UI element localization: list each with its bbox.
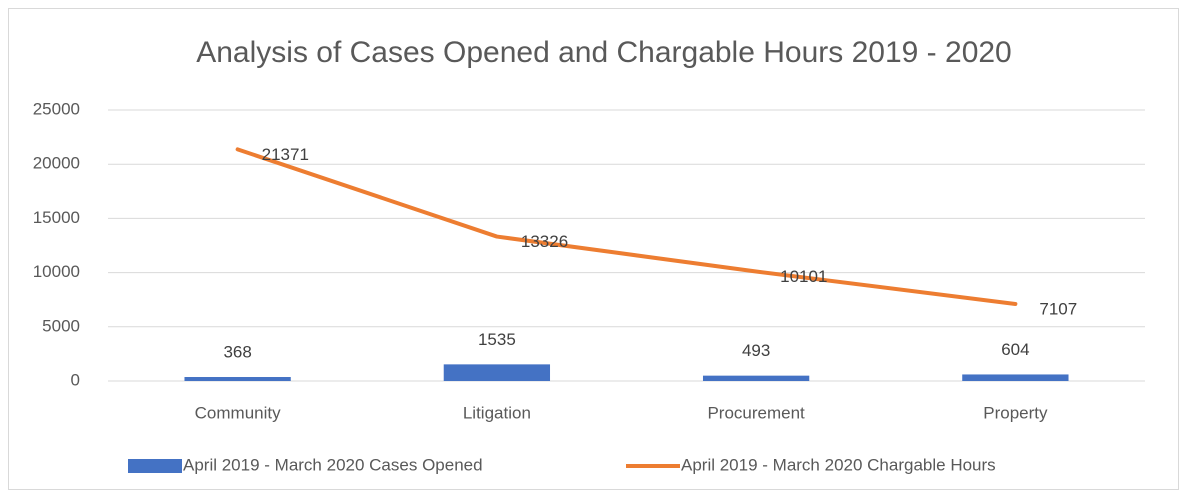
x-tick-label: Litigation (463, 403, 531, 422)
data-label: 368 (223, 342, 251, 361)
legend-label: April 2019 - March 2020 Chargable Hours (681, 455, 996, 474)
bar (443, 364, 551, 381)
chart-title: Analysis of Cases Opened and Chargable H… (196, 36, 1012, 69)
data-label: 493 (742, 341, 770, 360)
x-tick-label: Community (195, 403, 281, 422)
data-label: 10101 (780, 267, 827, 286)
y-tick-label: 0 (71, 370, 80, 389)
legend-swatch (128, 459, 182, 473)
data-label: 13326 (521, 232, 568, 251)
legend-label: April 2019 - March 2020 Cases Opened (183, 455, 483, 474)
y-tick-label: 5000 (42, 316, 80, 335)
bar (184, 377, 291, 381)
y-tick-label: 15000 (33, 208, 80, 227)
x-tick-label: Property (983, 403, 1048, 422)
data-label: 7107 (1039, 299, 1077, 318)
data-label: 604 (1001, 340, 1029, 359)
bar (962, 374, 1069, 381)
line (235, 147, 1018, 306)
data-label: 21371 (262, 145, 309, 164)
bar (702, 375, 810, 381)
y-tick-label: 10000 (33, 262, 80, 281)
y-tick-label: 20000 (33, 154, 80, 173)
data-label: 1535 (478, 330, 516, 349)
y-tick-label: 25000 (33, 99, 80, 118)
x-tick-label: Procurement (707, 403, 805, 422)
